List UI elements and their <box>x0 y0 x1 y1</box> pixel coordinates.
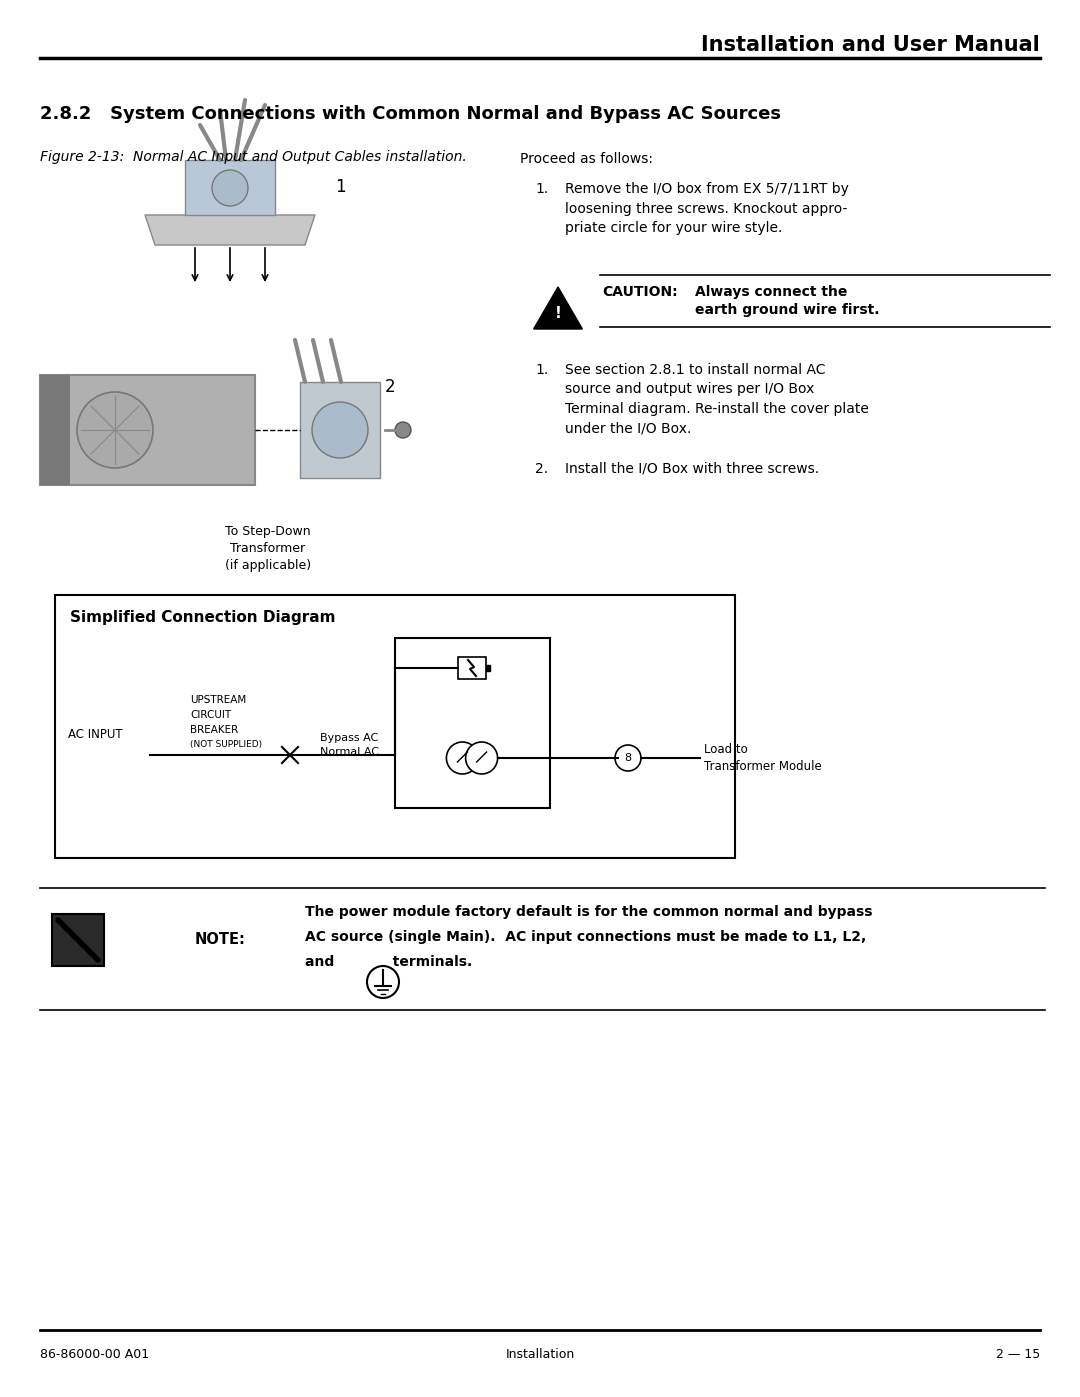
Polygon shape <box>40 374 255 485</box>
Bar <box>55 595 735 858</box>
Text: Always connect the: Always connect the <box>696 285 848 299</box>
Text: and            terminals.: and terminals. <box>305 956 472 970</box>
FancyBboxPatch shape <box>300 381 380 478</box>
Text: See section 2.8.1 to install normal AC
source and output wires per I/O Box
Termi: See section 2.8.1 to install normal AC s… <box>565 363 869 436</box>
Text: earth ground wire first.: earth ground wire first. <box>696 303 879 317</box>
Circle shape <box>212 170 248 205</box>
Text: Figure 2-13:  Normal AC Input and Output Cables installation.: Figure 2-13: Normal AC Input and Output … <box>40 149 467 163</box>
Circle shape <box>312 402 368 458</box>
Bar <box>486 665 490 671</box>
Bar <box>395 638 550 807</box>
Text: Remove the I/O box from EX 5/7/11RT by
loosening three screws. Knockout appro-
p: Remove the I/O box from EX 5/7/11RT by l… <box>565 182 849 235</box>
Text: Load to
Transformer Module: Load to Transformer Module <box>704 743 822 773</box>
Circle shape <box>77 393 153 468</box>
Text: Simplified Connection Diagram: Simplified Connection Diagram <box>70 610 336 624</box>
Text: 86-86000-00 A01: 86-86000-00 A01 <box>40 1348 149 1361</box>
Text: !: ! <box>554 306 562 320</box>
Bar <box>40 374 70 485</box>
Bar <box>52 914 104 965</box>
Text: Installation: Installation <box>505 1348 575 1361</box>
Text: UPSTREAM: UPSTREAM <box>190 694 246 705</box>
Text: 2.8.2   System Connections with Common Normal and Bypass AC Sources: 2.8.2 System Connections with Common Nor… <box>40 105 781 123</box>
Bar <box>458 657 486 679</box>
Text: 1: 1 <box>335 177 346 196</box>
Circle shape <box>446 742 478 774</box>
Text: CAUTION:: CAUTION: <box>602 285 677 299</box>
Text: Installation and User Manual: Installation and User Manual <box>701 35 1040 54</box>
Text: 8: 8 <box>624 753 632 763</box>
Circle shape <box>615 745 642 771</box>
Circle shape <box>367 965 399 997</box>
Text: 1.: 1. <box>535 182 549 196</box>
Text: CIRCUIT: CIRCUIT <box>190 710 231 719</box>
Text: To Step-Down
Transformer
(if applicable): To Step-Down Transformer (if applicable) <box>225 525 311 571</box>
Text: AC source (single Main).  AC input connections must be made to L1, L2,: AC source (single Main). AC input connec… <box>305 930 866 944</box>
Text: AC INPUT: AC INPUT <box>68 728 123 742</box>
Text: The power module factory default is for the common normal and bypass: The power module factory default is for … <box>305 905 873 919</box>
Circle shape <box>465 742 498 774</box>
Text: Proceed as follows:: Proceed as follows: <box>519 152 653 166</box>
Text: Bypass AC
Normal AC: Bypass AC Normal AC <box>320 733 379 757</box>
Polygon shape <box>145 215 315 244</box>
Polygon shape <box>534 286 582 330</box>
Text: 2 — 15: 2 — 15 <box>996 1348 1040 1361</box>
Text: NOTE:: NOTE: <box>195 933 246 947</box>
Text: 2.: 2. <box>535 462 549 476</box>
Circle shape <box>395 422 411 439</box>
Text: 1.: 1. <box>535 363 549 377</box>
Text: 2: 2 <box>384 379 395 395</box>
Text: (NOT SUPPLIED): (NOT SUPPLIED) <box>190 740 262 749</box>
Text: BREAKER: BREAKER <box>190 725 239 735</box>
Text: Install the I/O Box with three screws.: Install the I/O Box with three screws. <box>565 462 819 476</box>
FancyBboxPatch shape <box>185 161 275 215</box>
